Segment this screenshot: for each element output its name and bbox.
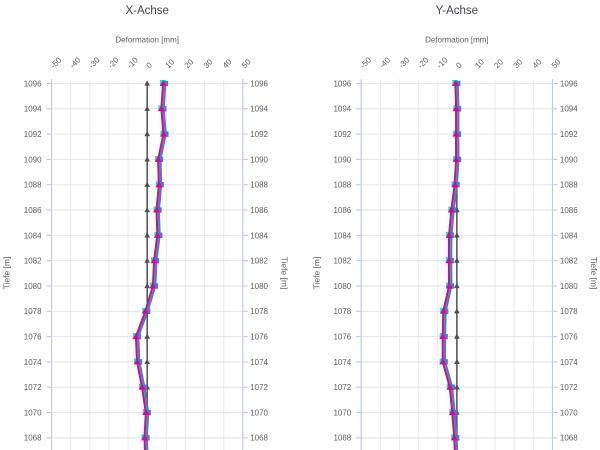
svg-text:1076: 1076 bbox=[24, 333, 42, 342]
svg-text:1086: 1086 bbox=[24, 206, 42, 215]
svg-text:1084: 1084 bbox=[560, 231, 578, 240]
svg-text:1084: 1084 bbox=[333, 231, 351, 240]
svg-text:1086: 1086 bbox=[333, 206, 351, 215]
svg-text:1078: 1078 bbox=[24, 307, 42, 316]
svg-text:Tiefe [m]: Tiefe [m] bbox=[279, 257, 289, 290]
svg-text:Tiefe [m]: Tiefe [m] bbox=[311, 257, 321, 290]
svg-text:1068: 1068 bbox=[560, 434, 578, 443]
svg-text:1092: 1092 bbox=[250, 130, 268, 139]
svg-text:Deformation [mm]: Deformation [mm] bbox=[115, 36, 179, 45]
svg-text:X-Achse: X-Achse bbox=[125, 5, 168, 17]
svg-text:1078: 1078 bbox=[250, 307, 268, 316]
svg-text:1072: 1072 bbox=[560, 383, 578, 392]
svg-text:1074: 1074 bbox=[250, 358, 268, 367]
svg-text:1094: 1094 bbox=[333, 105, 351, 114]
svg-text:1078: 1078 bbox=[333, 307, 351, 316]
svg-text:1090: 1090 bbox=[560, 155, 578, 164]
svg-text:1096: 1096 bbox=[24, 79, 42, 88]
svg-text:1086: 1086 bbox=[560, 206, 578, 215]
svg-text:1072: 1072 bbox=[333, 383, 351, 392]
svg-text:1094: 1094 bbox=[24, 105, 42, 114]
svg-text:1092: 1092 bbox=[333, 130, 351, 139]
svg-text:1082: 1082 bbox=[250, 257, 268, 266]
svg-text:0: 0 bbox=[144, 60, 154, 70]
svg-text:1084: 1084 bbox=[24, 231, 42, 240]
svg-text:1068: 1068 bbox=[250, 434, 268, 443]
svg-text:1076: 1076 bbox=[333, 333, 351, 342]
svg-text:1068: 1068 bbox=[333, 434, 351, 443]
svg-text:1084: 1084 bbox=[250, 231, 268, 240]
svg-text:1092: 1092 bbox=[560, 130, 578, 139]
svg-text:0: 0 bbox=[454, 60, 464, 70]
svg-text:1072: 1072 bbox=[250, 383, 268, 392]
svg-text:1070: 1070 bbox=[24, 408, 42, 417]
svg-text:1074: 1074 bbox=[333, 358, 351, 367]
svg-text:1088: 1088 bbox=[560, 181, 578, 190]
svg-text:1078: 1078 bbox=[560, 307, 578, 316]
svg-text:1070: 1070 bbox=[560, 408, 578, 417]
svg-text:Tiefe [m]: Tiefe [m] bbox=[2, 257, 12, 290]
svg-text:1080: 1080 bbox=[250, 282, 268, 291]
svg-text:1096: 1096 bbox=[560, 79, 578, 88]
svg-text:1070: 1070 bbox=[250, 408, 268, 417]
svg-text:1086: 1086 bbox=[250, 206, 268, 215]
svg-text:1080: 1080 bbox=[24, 282, 42, 291]
svg-text:1092: 1092 bbox=[24, 130, 42, 139]
svg-text:1072: 1072 bbox=[24, 383, 42, 392]
svg-text:Deformation [mm]: Deformation [mm] bbox=[425, 36, 489, 45]
svg-text:1088: 1088 bbox=[333, 181, 351, 190]
svg-text:1068: 1068 bbox=[24, 434, 42, 443]
svg-text:1090: 1090 bbox=[333, 155, 351, 164]
svg-text:1094: 1094 bbox=[560, 105, 578, 114]
svg-text:1076: 1076 bbox=[560, 333, 578, 342]
svg-text:1080: 1080 bbox=[560, 282, 578, 291]
svg-text:1070: 1070 bbox=[333, 408, 351, 417]
svg-text:1094: 1094 bbox=[250, 105, 268, 114]
svg-text:Y-Achse: Y-Achse bbox=[436, 5, 478, 17]
svg-text:1074: 1074 bbox=[24, 358, 42, 367]
svg-text:Tiefe [m]: Tiefe [m] bbox=[589, 257, 599, 290]
svg-text:1096: 1096 bbox=[250, 79, 268, 88]
svg-text:1088: 1088 bbox=[24, 181, 42, 190]
svg-text:1090: 1090 bbox=[24, 155, 42, 164]
svg-text:1082: 1082 bbox=[333, 257, 351, 266]
svg-text:1090: 1090 bbox=[250, 155, 268, 164]
svg-text:1082: 1082 bbox=[24, 257, 42, 266]
svg-text:1076: 1076 bbox=[250, 333, 268, 342]
svg-text:1082: 1082 bbox=[560, 257, 578, 266]
svg-text:1080: 1080 bbox=[333, 282, 351, 291]
svg-text:1096: 1096 bbox=[333, 79, 351, 88]
svg-text:1088: 1088 bbox=[250, 181, 268, 190]
svg-text:1074: 1074 bbox=[560, 358, 578, 367]
